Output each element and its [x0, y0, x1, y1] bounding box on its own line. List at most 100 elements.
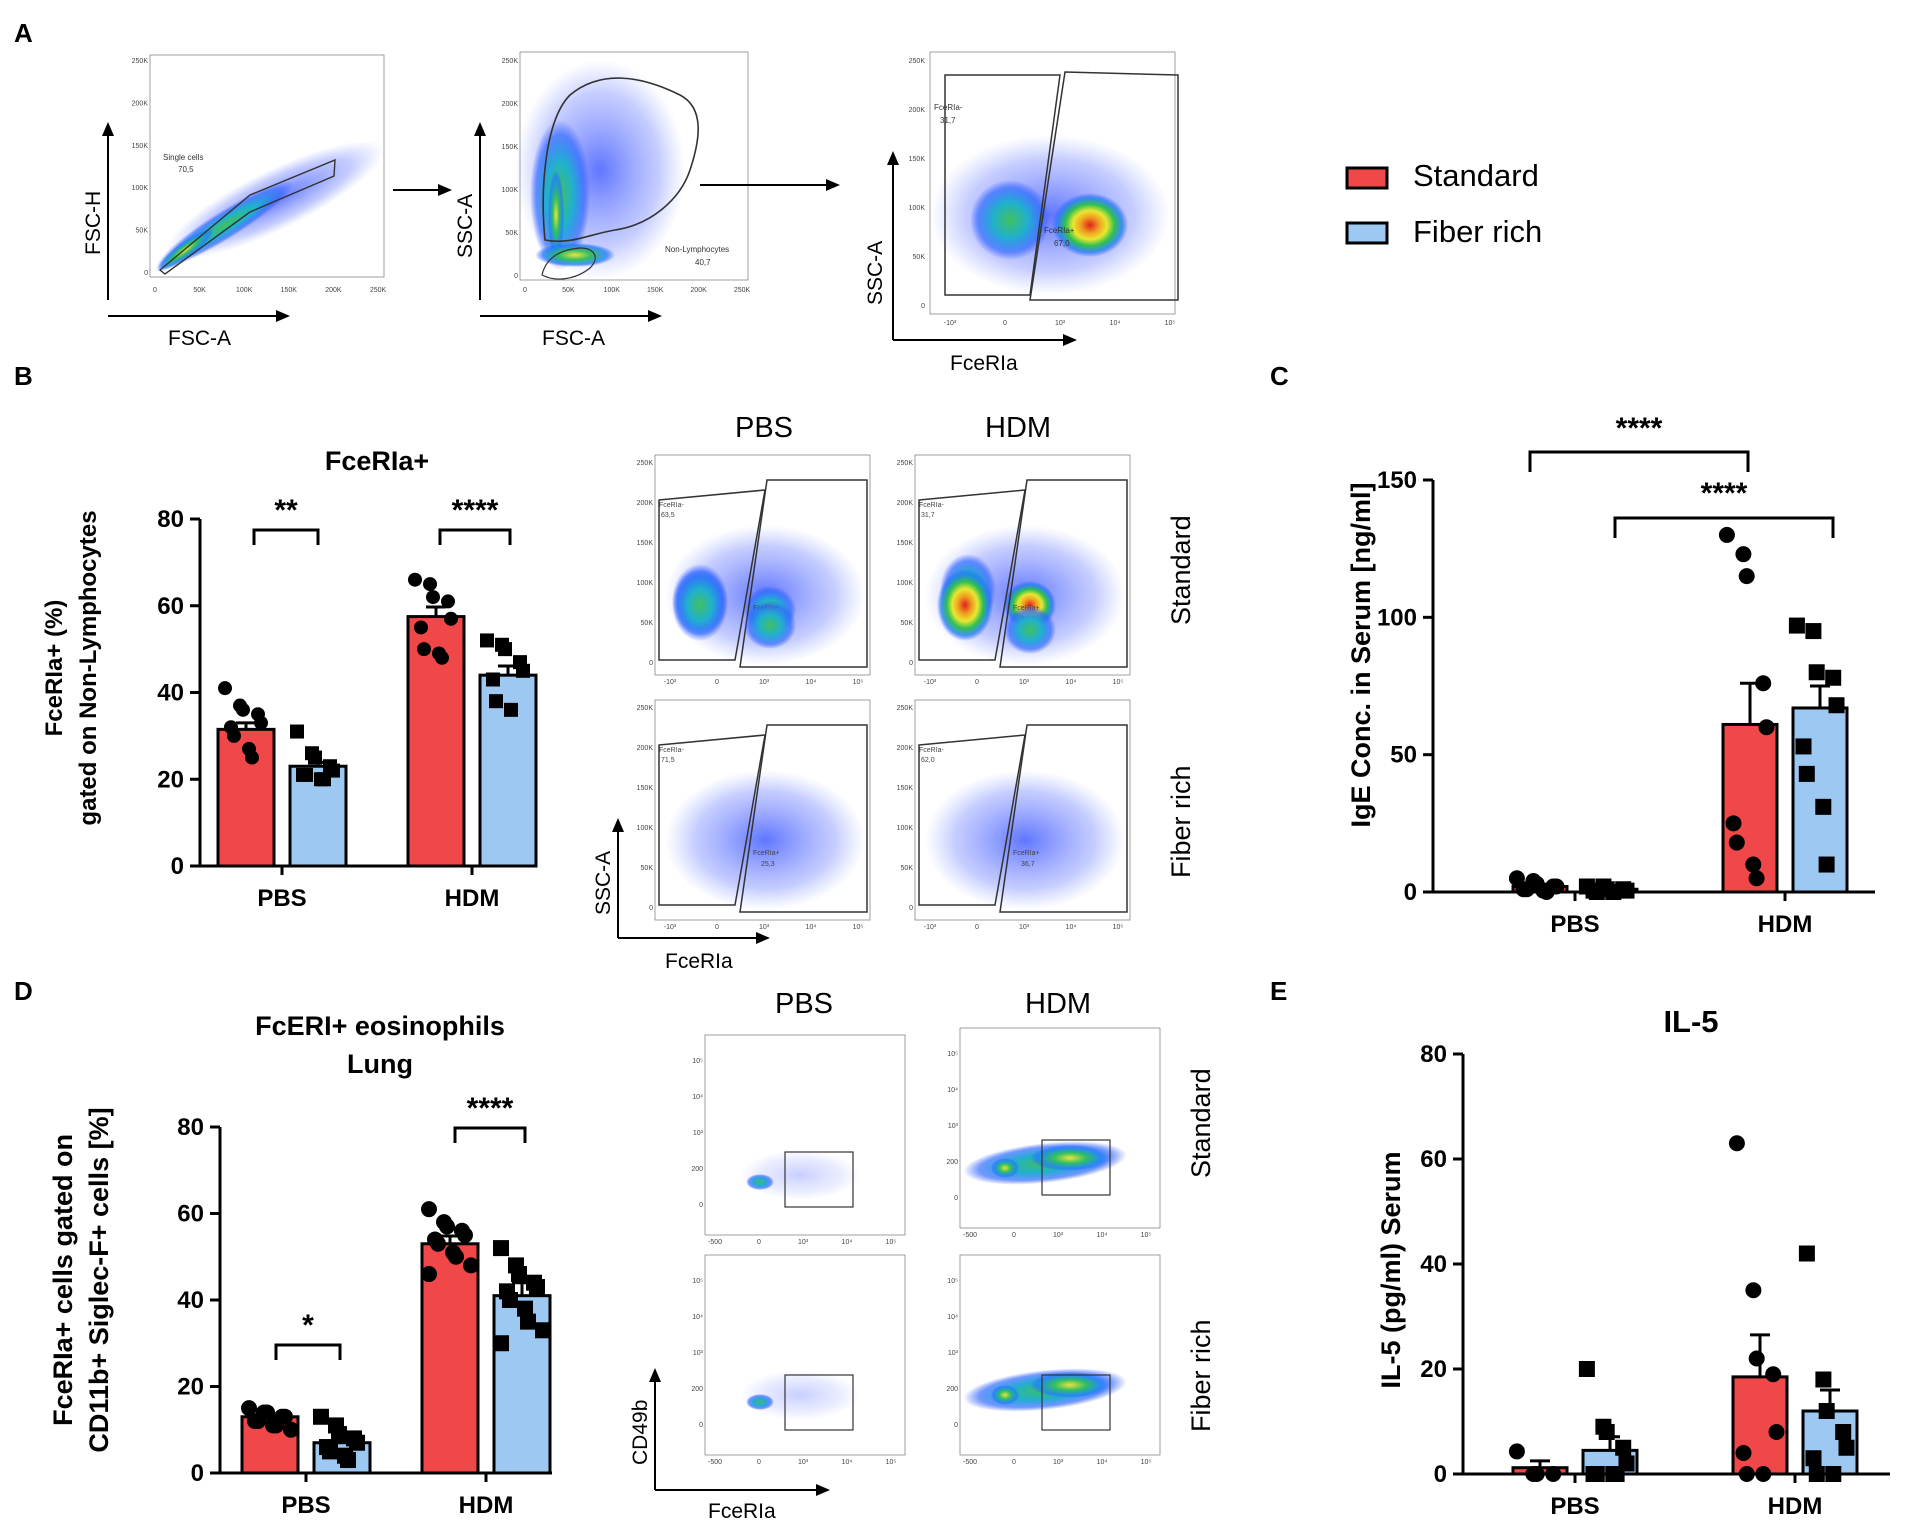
data-point	[489, 694, 503, 709]
y-axis-label-line1: FceRIa+ (%)	[41, 600, 68, 737]
y-tick-label: 0	[699, 1422, 703, 1429]
y-tick-label: 200K	[132, 100, 149, 107]
y-tick-label: 200	[691, 1166, 703, 1173]
x-tick-label: 0	[523, 287, 527, 294]
y-tick-label: 10³	[948, 1123, 959, 1130]
x-tick-label: 0	[757, 1239, 761, 1246]
a3-pos-gate-label: FceRIa+	[1044, 226, 1075, 235]
d-flow-y-axis-label: CD49b	[629, 1400, 652, 1465]
data-point	[1805, 623, 1822, 640]
x-category-label: HDM	[445, 885, 500, 912]
x-category-label: HDM	[1758, 911, 1813, 938]
x-category-label: PBS	[1550, 1493, 1599, 1520]
y-tick-label: 250K	[897, 705, 914, 712]
y-tick-label: 80	[1420, 1041, 1447, 1068]
x-tick-label: 10⁵	[886, 1239, 897, 1246]
y-tick-label: 60	[157, 593, 184, 620]
y-tick-label: 10⁵	[692, 1058, 703, 1065]
y-tick-label: 100K	[502, 187, 519, 194]
data-point	[1805, 1450, 1822, 1467]
y-tick-label: 0	[514, 273, 518, 280]
y-tick-label: 0	[909, 905, 913, 912]
y-tick-label: 250K	[637, 460, 654, 467]
y-tick-label: 200K	[909, 107, 926, 114]
data-point	[227, 728, 241, 743]
x-tick-label: 200K	[690, 287, 707, 294]
y-tick-label: 100K	[132, 185, 149, 192]
d-flow-cell: -500 0 10³ 10⁴ 10⁵ 0 200 10³ 10⁴ 10⁵	[691, 1254, 906, 1466]
data-point	[299, 767, 313, 782]
data-point	[1795, 738, 1812, 755]
data-point	[1735, 546, 1752, 563]
data-point	[236, 702, 250, 717]
data-point	[439, 1218, 455, 1235]
a2-y-axis-label: SSC-A	[454, 194, 477, 258]
y-axis-label: IgE Conc. in Serum [ng/ml]	[1346, 482, 1376, 827]
data-point	[1538, 884, 1555, 900]
data-point	[441, 594, 455, 609]
x-tick-label: 0	[975, 679, 979, 686]
gate-label-non-lymphocytes: Non-Lymphocytes	[665, 245, 729, 254]
y-tick-label: 50K	[901, 620, 914, 627]
x-tick-label: -10³	[924, 679, 937, 686]
a3-x-axis-label: FceRIa	[950, 352, 1018, 375]
data-point	[516, 663, 530, 678]
chart-eosinophils-bar: 0 20 40 60 80 PBS HDM FcERI+ eosinophils Lung Fce…	[48, 1011, 552, 1519]
data-point	[322, 1443, 338, 1460]
data-point	[1598, 1424, 1615, 1440]
data-point	[1618, 882, 1635, 899]
d-col-header-hdm: HDM	[1025, 988, 1091, 1020]
density-core	[672, 569, 728, 641]
b-row-label-standard: Standard	[1166, 515, 1196, 625]
x-tick-label: 50K	[193, 287, 206, 294]
data-point	[317, 772, 331, 787]
neg-gate-value: 71,5	[661, 757, 675, 764]
y-axis-label-line2: CD11b+ Siglec-F+ cells [%]	[84, 1107, 114, 1452]
y-tick-label: 40	[177, 1287, 204, 1314]
density-core	[1004, 606, 1056, 654]
x-tick-label: 10³	[1053, 1232, 1064, 1239]
flow-frame	[914, 454, 1131, 676]
gate-value-non-lymphocytes: 40,7	[695, 258, 711, 267]
y-tick-label: 250K	[637, 705, 654, 712]
y-tick-label: 0	[1404, 879, 1417, 906]
neg-gate-value: 31,7	[921, 512, 935, 519]
x-tick-label: 0	[757, 1459, 761, 1466]
data-point	[421, 1201, 437, 1218]
y-tick-label: 150	[1377, 467, 1417, 494]
flow-frame	[959, 1254, 1161, 1456]
data-point	[529, 1279, 545, 1296]
flow-frame	[959, 1027, 1161, 1229]
data-point	[1578, 1361, 1595, 1377]
eosinophil-gate	[784, 1151, 854, 1208]
data-point	[448, 1248, 464, 1265]
significance-bracket	[274, 1343, 342, 1360]
data-point	[1745, 856, 1762, 873]
x-tick-label: 150K	[647, 287, 664, 294]
x-tick-label: -500	[708, 1459, 722, 1466]
y-tick-label: 100K	[897, 580, 914, 587]
y-tick-label: 50K	[136, 228, 149, 235]
y-tick-label: 80	[177, 1114, 204, 1141]
d-flow-cell: -500 0 10³ 10⁴ 10⁵ 0 200 10³ 10⁴ 10⁵	[691, 1034, 906, 1246]
pos-gate-value: 36,7	[1021, 861, 1035, 868]
y-tick-label: 10⁴	[692, 1314, 703, 1321]
y-tick-label: 60	[1420, 1146, 1447, 1173]
x-tick-label: 10⁴	[842, 1239, 853, 1246]
d-flow-cell: -500 0 10³ 10⁴ 10⁵ 0 200 10³ 10⁴ 10⁵	[946, 1027, 1161, 1239]
data-point	[250, 1413, 266, 1430]
b-flow-x-axis-label: FceRIa	[665, 950, 733, 973]
data-point	[511, 1266, 527, 1283]
b-flow-y-axis-label: SSC-A	[592, 851, 615, 915]
eosinophil-gate	[784, 1374, 854, 1431]
significance-bracket	[252, 528, 320, 545]
data-point	[423, 577, 437, 592]
gating-arrow-1-head	[438, 184, 452, 196]
data-point	[1825, 669, 1842, 686]
data-point	[414, 620, 428, 635]
event-cloud	[925, 770, 1125, 910]
data-point	[1798, 765, 1815, 782]
x-tick-label: 10³	[1055, 320, 1066, 327]
data-point	[1588, 884, 1605, 900]
